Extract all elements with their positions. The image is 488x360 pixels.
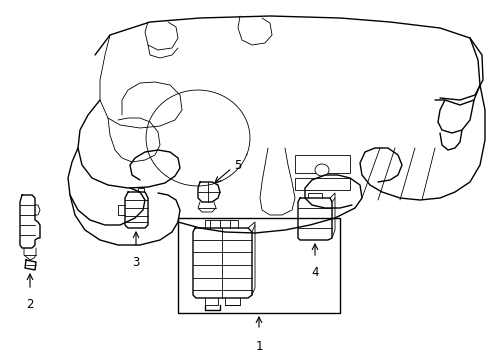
Bar: [294, 155, 349, 173]
Text: 3: 3: [132, 256, 140, 269]
Bar: [294, 178, 349, 190]
Text: 5: 5: [234, 158, 241, 171]
Ellipse shape: [314, 164, 328, 176]
Text: 2: 2: [26, 298, 34, 311]
Text: 1: 1: [255, 340, 262, 353]
Bar: [178, 218, 339, 313]
Text: 4: 4: [311, 266, 318, 279]
